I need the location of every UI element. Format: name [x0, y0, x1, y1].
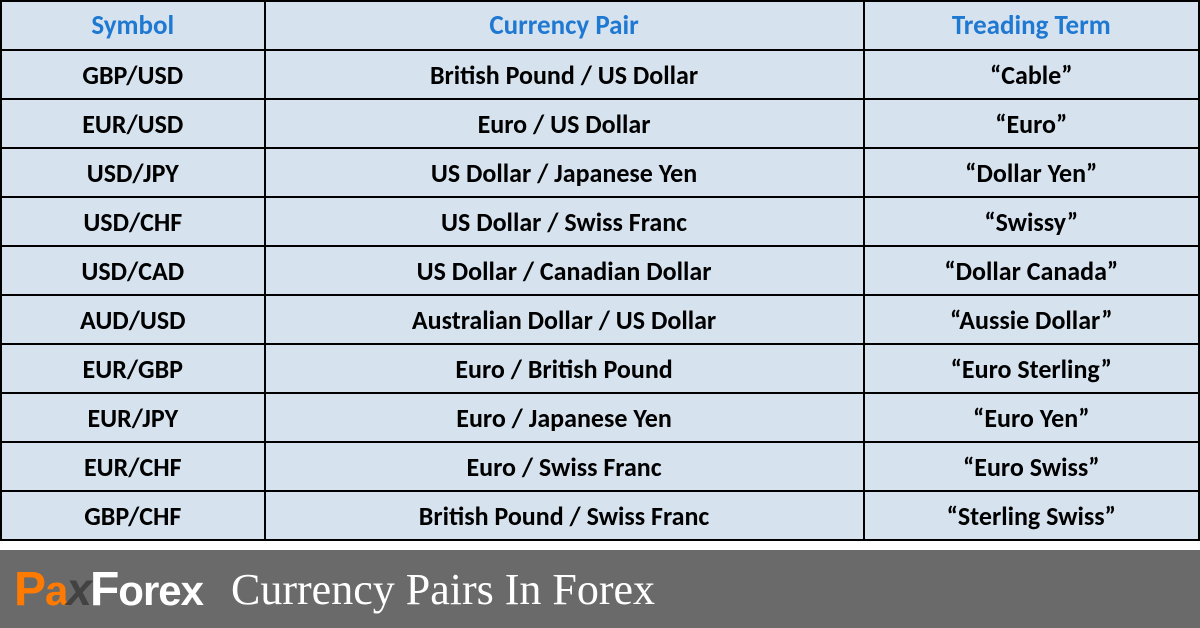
cell-term: “Euro Swiss”	[864, 442, 1199, 491]
cell-symbol: EUR/GBP	[1, 344, 265, 393]
col-header-symbol: Symbol	[1, 1, 265, 50]
logo-letter-f: F	[90, 562, 118, 617]
cell-symbol: GBP/CHF	[1, 491, 265, 540]
footer-title: Currency Pairs In Forex	[231, 564, 655, 615]
cell-symbol: USD/CAD	[1, 246, 265, 295]
cell-term: “Aussie Dollar”	[864, 295, 1199, 344]
cell-symbol: GBP/USD	[1, 50, 265, 99]
cell-term: “Dollar Canada”	[864, 246, 1199, 295]
logo-letter-x: x	[66, 562, 91, 616]
cell-pair: Euro / Swiss Franc	[265, 442, 864, 491]
cell-symbol: EUR/CHF	[1, 442, 265, 491]
table-row: EUR/GBP Euro / British Pound “Euro Sterl…	[1, 344, 1199, 393]
cell-symbol: EUR/USD	[1, 99, 265, 148]
cell-pair: Australian Dollar / US Dollar	[265, 295, 864, 344]
logo-letters-orex: orex	[118, 567, 203, 615]
table-row: USD/JPY US Dollar / Japanese Yen “Dollar…	[1, 148, 1199, 197]
cell-term: “Dollar Yen”	[864, 148, 1199, 197]
table-header: Symbol Currency Pair Treading Term	[1, 1, 1199, 50]
cell-term: “Euro Sterling”	[864, 344, 1199, 393]
cell-pair: Euro / British Pound	[265, 344, 864, 393]
cell-pair: Euro / Japanese Yen	[265, 393, 864, 442]
table-row: GBP/CHF British Pound / Swiss Franc “Ste…	[1, 491, 1199, 540]
cell-symbol: USD/CHF	[1, 197, 265, 246]
cell-pair: US Dollar / Canadian Dollar	[265, 246, 864, 295]
table-row: EUR/USD Euro / US Dollar “Euro”	[1, 99, 1199, 148]
table-row: AUD/USD Australian Dollar / US Dollar “A…	[1, 295, 1199, 344]
cell-pair: US Dollar / Swiss Franc	[265, 197, 864, 246]
cell-term: “Sterling Swiss”	[864, 491, 1199, 540]
cell-pair: British Pound / Swiss Franc	[265, 491, 864, 540]
cell-pair: British Pound / US Dollar	[265, 50, 864, 99]
table-row: EUR/CHF Euro / Swiss Franc “Euro Swiss”	[1, 442, 1199, 491]
currency-pairs-table: Symbol Currency Pair Treading Term GBP/U…	[0, 0, 1200, 541]
logo-letter-a: a	[45, 567, 67, 615]
cell-symbol: AUD/USD	[1, 295, 265, 344]
page-root: Symbol Currency Pair Treading Term GBP/U…	[0, 0, 1200, 628]
logo-letter-p: P	[14, 562, 45, 617]
table-row: EUR/JPY Euro / Japanese Yen “Euro Yen”	[1, 393, 1199, 442]
footer-bar: P a x F orex Currency Pairs In Forex	[0, 550, 1200, 628]
cell-pair: US Dollar / Japanese Yen	[265, 148, 864, 197]
col-header-treading-term: Treading Term	[864, 1, 1199, 50]
col-header-currency-pair: Currency Pair	[265, 1, 864, 50]
paxforex-logo: P a x F orex	[14, 562, 203, 617]
cell-pair: Euro / US Dollar	[265, 99, 864, 148]
cell-term: “Euro”	[864, 99, 1199, 148]
cell-term: “Euro Yen”	[864, 393, 1199, 442]
table-row: USD/CHF US Dollar / Swiss Franc “Swissy”	[1, 197, 1199, 246]
cell-term: “Cable”	[864, 50, 1199, 99]
table-header-row: Symbol Currency Pair Treading Term	[1, 1, 1199, 50]
table-container: Symbol Currency Pair Treading Term GBP/U…	[0, 0, 1200, 550]
cell-symbol: EUR/JPY	[1, 393, 265, 442]
cell-term: “Swissy”	[864, 197, 1199, 246]
table-body: GBP/USD British Pound / US Dollar “Cable…	[1, 50, 1199, 540]
table-row: USD/CAD US Dollar / Canadian Dollar “Dol…	[1, 246, 1199, 295]
table-row: GBP/USD British Pound / US Dollar “Cable…	[1, 50, 1199, 99]
cell-symbol: USD/JPY	[1, 148, 265, 197]
